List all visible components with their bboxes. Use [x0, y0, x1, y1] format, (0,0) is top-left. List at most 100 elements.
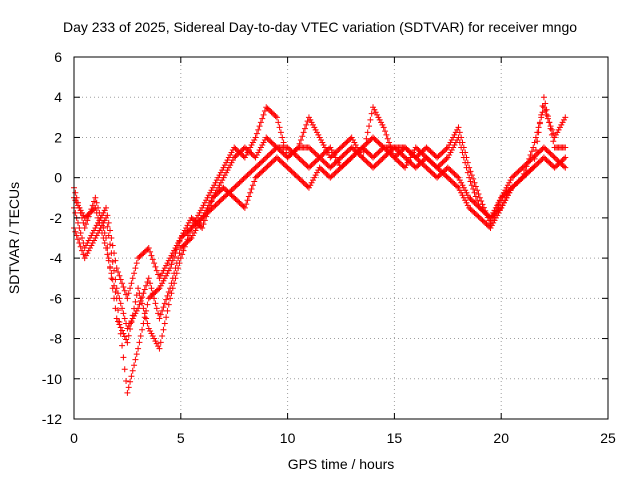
x-tick-label: 15 [387, 430, 403, 446]
x-tick-label: 25 [600, 430, 616, 446]
data-point [217, 169, 224, 176]
data-point [538, 157, 545, 164]
data-point [201, 212, 208, 219]
data-point [454, 183, 461, 190]
data-point [347, 155, 354, 162]
data-point [159, 280, 166, 287]
data-point [111, 282, 118, 289]
data-point [459, 182, 466, 189]
data-point [155, 343, 162, 350]
data-point [419, 160, 426, 167]
data-point [442, 147, 449, 154]
data-point [296, 175, 303, 182]
data-point [101, 207, 108, 214]
data-point [554, 162, 561, 169]
data-point [383, 152, 390, 159]
data-point [518, 165, 525, 172]
data-point [455, 124, 462, 131]
data-point [273, 114, 280, 121]
data-point [460, 194, 467, 201]
data-point [267, 150, 274, 157]
data-point [382, 145, 389, 152]
data-point [456, 187, 463, 194]
data-point [203, 213, 210, 220]
data-point [85, 237, 92, 244]
data-point [415, 162, 422, 169]
data-point [107, 263, 114, 270]
data-point [316, 164, 323, 171]
data-point [83, 221, 90, 228]
data-point [466, 164, 473, 171]
data-point [84, 250, 91, 257]
data-point [268, 159, 275, 166]
data-point [419, 148, 426, 155]
data-point [192, 227, 199, 234]
plot-frame [73, 56, 609, 420]
data-point [145, 295, 152, 302]
data-point [167, 285, 174, 292]
data-point [546, 119, 553, 126]
data-point [251, 165, 258, 172]
data-point [535, 129, 542, 136]
data-point [119, 280, 126, 287]
data-point [240, 153, 247, 160]
data-point [217, 179, 224, 186]
data-point [321, 144, 328, 151]
data-point [243, 152, 250, 159]
data-point [271, 141, 278, 148]
data-point [269, 148, 276, 155]
data-point [446, 175, 453, 182]
data-point [468, 172, 475, 179]
data-point [447, 139, 454, 146]
data-point [159, 307, 166, 314]
data-point [276, 124, 283, 131]
y-tick-label: -8 [50, 331, 63, 347]
data-point [193, 214, 200, 221]
data-point [137, 297, 144, 304]
data-point [143, 247, 150, 254]
data-point [540, 94, 547, 101]
data-point [333, 157, 340, 164]
data-point [426, 157, 433, 164]
data-point [152, 300, 159, 307]
data-point [119, 327, 126, 334]
data-point [237, 178, 244, 185]
data-point [95, 214, 102, 221]
data-point [163, 296, 170, 303]
data-point [155, 271, 162, 278]
data-point [109, 258, 116, 265]
data-point [444, 144, 451, 151]
data-point [488, 217, 495, 224]
data-point [179, 243, 186, 250]
data-point [383, 147, 390, 154]
data-point [271, 157, 278, 164]
data-point [104, 212, 111, 219]
data-point [84, 212, 91, 219]
data-point [139, 326, 146, 333]
data-point [528, 148, 535, 155]
data-point [423, 154, 430, 161]
data-point [427, 148, 434, 155]
data-point [323, 170, 330, 177]
data-point [551, 154, 558, 161]
data-point [207, 189, 214, 196]
data-point [203, 197, 210, 204]
data-point [547, 160, 554, 167]
data-point [447, 167, 454, 174]
data-point [499, 202, 506, 209]
data-point [428, 159, 435, 166]
data-point [356, 152, 363, 159]
data-point [231, 194, 238, 201]
data-point [324, 172, 331, 179]
data-point [542, 108, 549, 115]
data-point [200, 221, 207, 228]
data-point [292, 172, 299, 179]
data-point [378, 147, 385, 154]
data-point [391, 154, 398, 161]
data-point [241, 154, 248, 161]
data-point [231, 144, 238, 151]
data-point [272, 113, 279, 120]
data-point [471, 189, 478, 196]
data-point [233, 152, 240, 159]
